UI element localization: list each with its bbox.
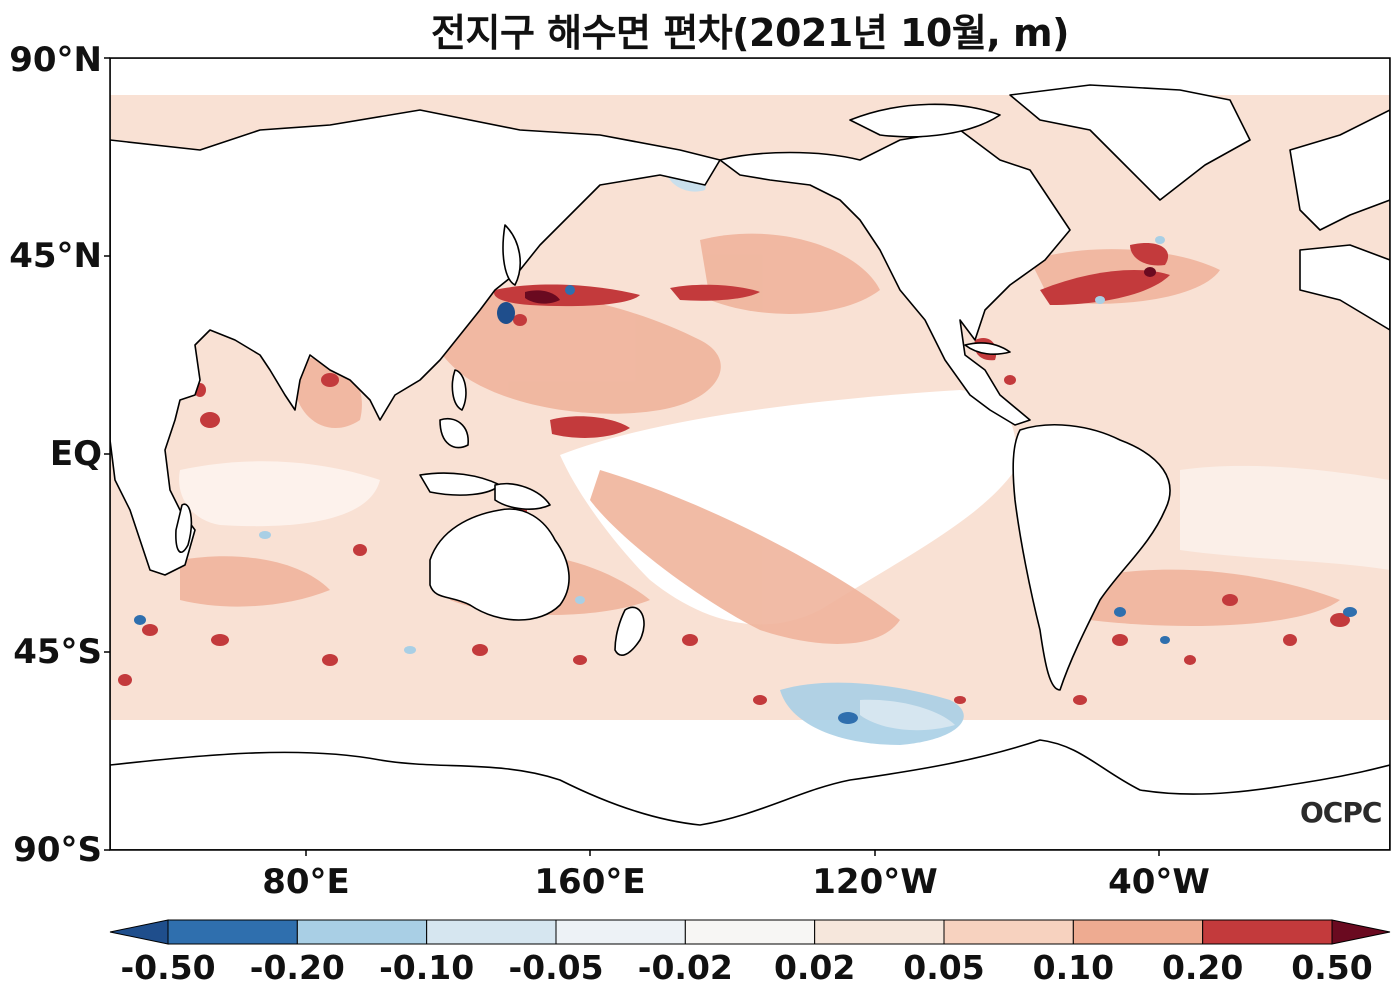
colorbar-tick-label: 0.10 xyxy=(1032,948,1115,987)
new-guinea xyxy=(494,482,551,510)
neutral-region-indian xyxy=(179,461,380,527)
colorbar-segment xyxy=(426,919,557,945)
lon-label-160e: 160°E xyxy=(534,862,646,902)
colorbar xyxy=(109,919,1391,945)
antarctica xyxy=(110,739,1390,850)
colorbar-segment xyxy=(1202,919,1333,945)
lat-label-eq: EQ xyxy=(49,434,102,474)
negative-anomaly-patches xyxy=(134,168,1357,745)
colorbar-tick-label: -0.05 xyxy=(508,948,604,987)
colorbar-tick-label: -0.10 xyxy=(379,948,475,987)
lon-label-120w: 120°W xyxy=(812,862,938,902)
greenland xyxy=(1009,84,1251,201)
europe-north xyxy=(1289,109,1390,231)
lon-label-80e: 80°E xyxy=(262,862,350,902)
map-title: 전지구 해수면 편차(2021년 10월, m) xyxy=(431,11,1069,55)
japan xyxy=(502,224,521,286)
colorbar-segment xyxy=(167,919,298,945)
colorbar-extend-high xyxy=(1331,919,1391,945)
new-zealand xyxy=(614,606,645,656)
colorbar-tick-label: 0.02 xyxy=(773,948,856,987)
africa-eurasia xyxy=(110,109,721,576)
colorbar-extend-low xyxy=(109,919,169,945)
north-america xyxy=(719,129,1071,426)
colorbar-segment xyxy=(555,919,686,945)
axis-ticks xyxy=(104,57,1160,856)
lat-label-90s: 90°S xyxy=(13,830,102,870)
philippines xyxy=(451,369,467,411)
extreme-positive-patches xyxy=(525,267,1156,304)
australia xyxy=(429,508,570,621)
lon-label-40w: 40°W xyxy=(1108,862,1210,902)
colorbar-tick-label: -0.20 xyxy=(249,948,345,987)
colorbar-segment xyxy=(296,919,428,945)
lat-label-45n: 45°N xyxy=(9,236,102,276)
colorbar-segment xyxy=(814,919,945,945)
logo: OCPC xyxy=(1300,796,1382,829)
lat-label-45s: 45°S xyxy=(13,632,102,672)
anomaly-field xyxy=(110,58,1390,850)
arctic-islands xyxy=(849,103,1001,138)
borneo xyxy=(439,418,469,449)
colorbar-segment xyxy=(1072,919,1204,945)
land-masses xyxy=(110,84,1390,850)
colorbar-tick-label: -0.02 xyxy=(637,948,733,987)
madagascar xyxy=(175,503,193,553)
colorbar-segment xyxy=(684,919,816,945)
colorbar-tick-label: 0.05 xyxy=(903,948,985,987)
colorbar-tick-label: -0.50 xyxy=(120,948,216,987)
cuba xyxy=(964,342,1011,355)
colorbar-tick-label: 0.50 xyxy=(1291,948,1373,987)
neutral-region-south-atlantic xyxy=(1180,465,1390,570)
lat-label-90n: 90°N xyxy=(9,40,102,80)
colorbar-segment xyxy=(943,919,1074,945)
south-america xyxy=(1012,424,1171,691)
colorbar-tick-label: 0.20 xyxy=(1161,948,1244,987)
iberia-africa-west xyxy=(1299,244,1390,331)
